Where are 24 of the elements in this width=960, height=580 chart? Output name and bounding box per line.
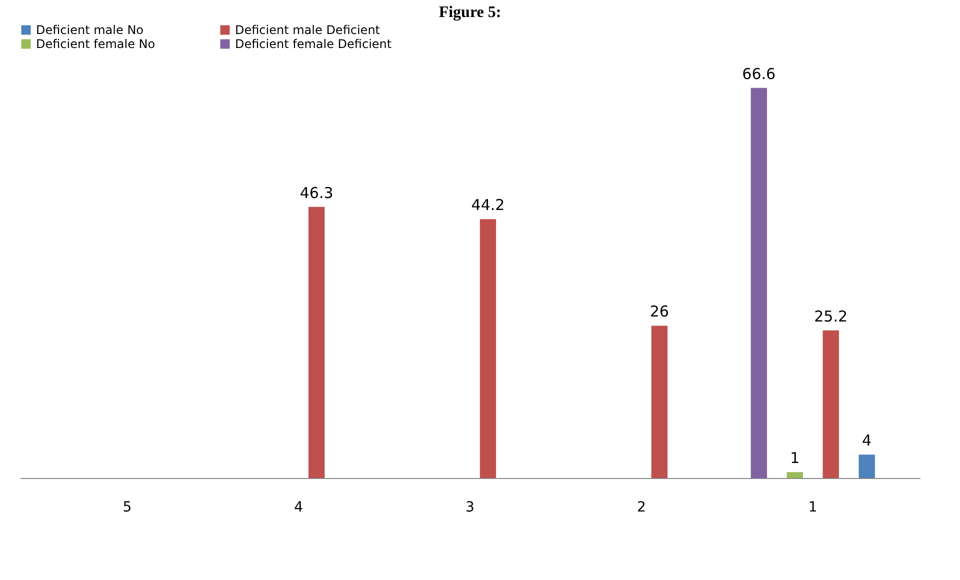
x-tick-label: 5 [122,500,132,516]
data-label: 26 [650,302,669,321]
bar [651,326,668,478]
data-label: 46.3 [300,184,334,202]
bar [308,206,325,478]
data-label: 25.2 [814,307,848,326]
data-label: 1 [790,449,800,468]
data-label: 44.2 [471,196,505,214]
x-tick-label: 3 [466,500,474,516]
bar [786,472,803,478]
x-tick-label: 2 [636,500,646,516]
x-tick-label: 1 [808,500,818,516]
legend-label: Deficient male No [36,23,144,37]
bar [750,88,767,478]
bar [822,330,839,478]
legend-label: Deficient male Deficient [235,23,380,37]
data-label: 66.6 [742,64,776,83]
data-label: 4 [862,432,872,450]
legend-label: Deficient female No [36,37,156,51]
bar [858,454,875,478]
legend-label: Deficient female Deficient [235,37,392,51]
x-tick-label: 4 [294,500,304,516]
bar [480,219,496,478]
chart-title: Figure 5: [438,4,502,21]
